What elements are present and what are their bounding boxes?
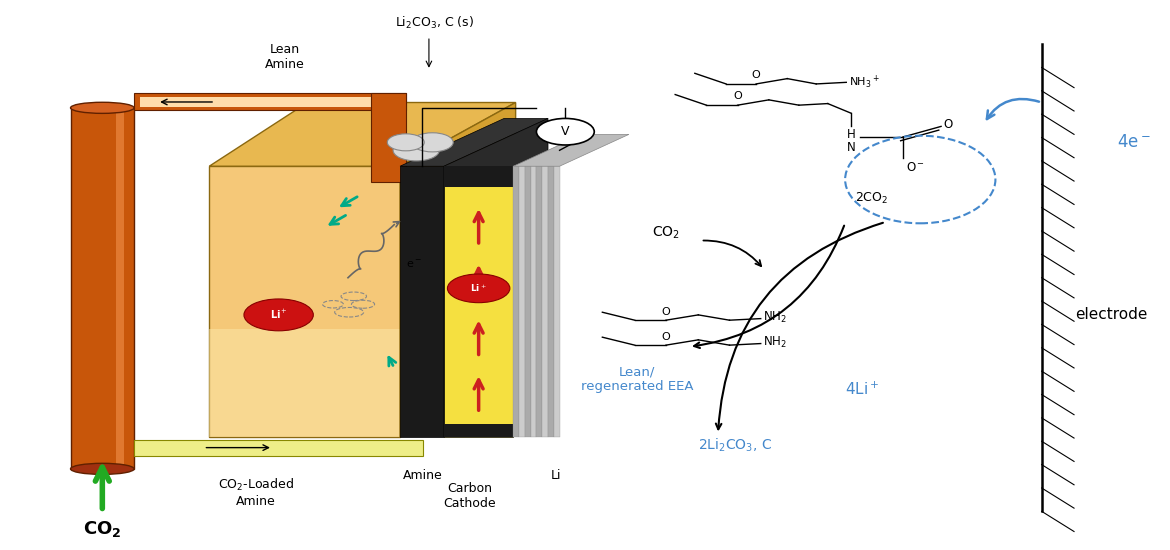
Text: H: H (847, 128, 855, 141)
Text: NH$_3$$^+$: NH$_3$$^+$ (848, 74, 880, 91)
Text: O: O (752, 70, 761, 80)
Bar (443, 166, 514, 188)
Text: Lean
Amine: Lean Amine (264, 43, 304, 72)
Circle shape (245, 299, 314, 331)
Bar (531, 166, 536, 437)
Polygon shape (400, 118, 548, 166)
Polygon shape (514, 134, 629, 166)
Text: O$^-$: O$^-$ (907, 161, 925, 174)
Bar (514, 166, 519, 437)
Bar (443, 424, 514, 437)
Text: V: V (562, 125, 570, 138)
Bar (525, 166, 531, 437)
Bar (209, 166, 400, 437)
Bar (553, 166, 559, 437)
Text: Lean/
regenerated EEA: Lean/ regenerated EEA (580, 365, 694, 393)
Text: O: O (734, 91, 742, 101)
Bar (519, 166, 525, 437)
Text: Carbon
Cathode: Carbon Cathode (443, 482, 496, 510)
Text: Li$_2$CO$_3$, C (s): Li$_2$CO$_3$, C (s) (395, 15, 474, 31)
Polygon shape (443, 118, 548, 437)
Text: N: N (847, 141, 855, 154)
Text: Li$^+$: Li$^+$ (270, 309, 288, 321)
Bar (135, 439, 424, 455)
Bar (548, 166, 553, 437)
Text: CO$_2$: CO$_2$ (652, 224, 680, 241)
Text: O: O (661, 332, 670, 342)
Text: O: O (943, 118, 952, 131)
Polygon shape (400, 102, 516, 437)
Text: Li$^+$: Li$^+$ (470, 283, 487, 294)
Text: CO$_2$-Loaded
Amine: CO$_2$-Loaded Amine (218, 477, 294, 508)
Circle shape (412, 133, 453, 152)
Text: electrode: electrode (1075, 307, 1148, 322)
Text: 2CO$_2$: 2CO$_2$ (855, 190, 888, 206)
Text: $\mathbf{CO_2}$: $\mathbf{CO_2}$ (83, 519, 122, 540)
Bar (70, 108, 135, 469)
Circle shape (387, 134, 425, 151)
Bar (542, 166, 548, 437)
Bar (536, 166, 542, 437)
Bar (209, 329, 400, 437)
Circle shape (536, 118, 594, 145)
Text: 2Li$_2$CO$_3$, C: 2Li$_2$CO$_3$, C (698, 436, 772, 454)
Ellipse shape (70, 102, 135, 113)
Ellipse shape (70, 463, 135, 475)
Polygon shape (209, 102, 516, 166)
Text: e$^-$: e$^-$ (406, 259, 422, 270)
Text: Li: Li (551, 469, 562, 482)
Text: 4e$^-$: 4e$^-$ (1117, 133, 1151, 151)
Text: Amine: Amine (404, 469, 443, 482)
Bar (135, 94, 406, 111)
Bar (116, 108, 124, 469)
Bar (140, 97, 371, 107)
Circle shape (393, 140, 439, 161)
Text: NH$_2$: NH$_2$ (763, 310, 787, 325)
Bar (371, 94, 406, 182)
Text: O: O (661, 307, 670, 317)
Text: 4Li$^+$: 4Li$^+$ (845, 381, 880, 398)
Bar (443, 166, 514, 437)
Text: NH$_2$: NH$_2$ (763, 335, 787, 350)
Bar (400, 166, 443, 437)
Circle shape (447, 274, 510, 302)
